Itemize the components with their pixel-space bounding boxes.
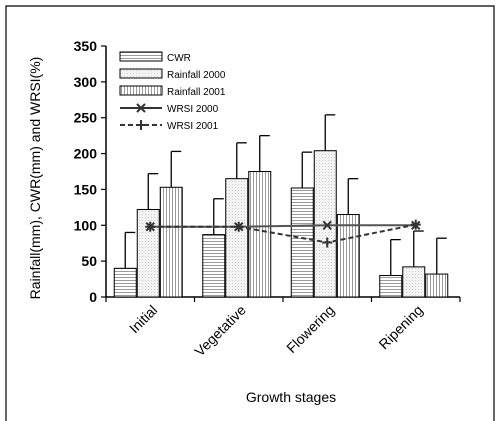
marker-plus [322, 237, 333, 248]
bar-rainfall-2001 [248, 171, 272, 298]
y-tick-label: 250 [74, 110, 98, 126]
legend-swatch [119, 51, 163, 62]
bar-cwr [113, 267, 137, 298]
bar-cwr [290, 187, 314, 298]
legend-swatch [119, 85, 163, 96]
x-tick-label: Initial [126, 302, 160, 336]
legend-label: WRSI 2001 [167, 121, 219, 132]
bar-rainfall-2000 [402, 266, 426, 298]
legend-swatch [119, 68, 163, 79]
bar-cwr [379, 274, 403, 298]
legend-label: Rainfall 2001 [167, 87, 226, 98]
marker-plus [145, 221, 156, 232]
x-axis-label: Growth stages [246, 389, 336, 405]
marker-plus [410, 219, 421, 230]
marker-plus [233, 221, 244, 232]
chart-border [5, 5, 495, 421]
y-tick-label: 350 [74, 38, 98, 54]
y-tick-label: 0 [89, 289, 97, 305]
x-tick-label: Vegetative [191, 302, 249, 360]
bar-rainfall-2000 [136, 209, 160, 298]
legend-marker-x [136, 103, 146, 113]
x-tick-label: Flowering [283, 302, 337, 356]
x-tick-label: Ripening [375, 302, 425, 352]
legend-label: CWR [167, 53, 191, 64]
y-tick-label: 200 [74, 146, 98, 162]
legend-marker-plus [136, 120, 146, 130]
bar-rainfall-2001 [336, 214, 360, 298]
y-tick-label: 100 [74, 217, 98, 233]
legend-label: Rainfall 2000 [167, 70, 226, 81]
y-tick-label: 300 [74, 74, 98, 90]
y-tick-label: 50 [81, 253, 97, 269]
bar-rainfall-2001 [159, 186, 183, 298]
line-wrsi-2001 [150, 223, 416, 244]
marker-x [322, 220, 332, 230]
line-wrsi-2000 [150, 224, 416, 228]
y-axis-label: Rainfall(mm), CWR(mm) and WRSI(%) [27, 57, 43, 300]
bar-cwr [202, 234, 226, 298]
y-tick-label: 150 [74, 181, 98, 197]
bar-rainfall-2000 [225, 178, 249, 298]
legend-label: WRSI 2000 [167, 104, 219, 115]
bar-rainfall-2001 [425, 273, 449, 298]
